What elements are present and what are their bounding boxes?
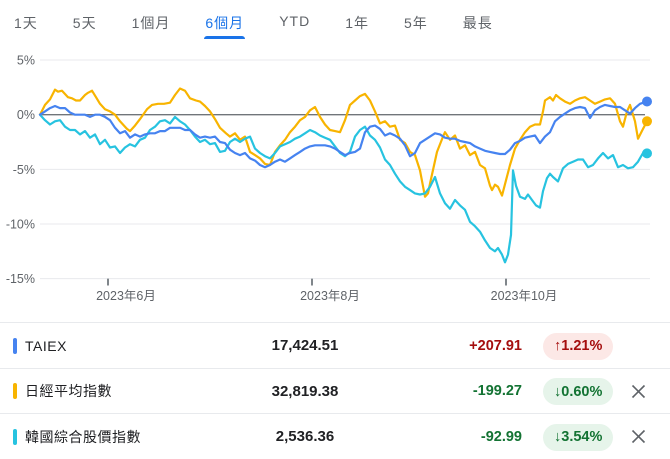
- series-color-bar: [13, 337, 17, 354]
- series-end-dot-taiex: [642, 96, 652, 107]
- quote-row-kospi[interactable]: 韓國綜合股價指數 2,536.36 -92.99 ↓3.54%: [0, 413, 670, 459]
- y-axis-label: 5%: [17, 54, 35, 68]
- quote-change-percent-badge: ↓0.60%: [543, 378, 614, 405]
- y-axis-label: 0%: [17, 108, 35, 122]
- quote-change: -199.27: [472, 383, 522, 399]
- quote-row-nikkei[interactable]: 日經平均指數 32,819.38 -199.27 ↓0.60%: [0, 368, 670, 413]
- quote-price: 17,424.51: [271, 337, 339, 354]
- series-color-bar: [13, 428, 17, 445]
- tab-1y[interactable]: 1年: [345, 15, 369, 31]
- close-icon: [631, 384, 645, 398]
- y-axis-label: -10%: [6, 218, 35, 232]
- quote-name: 日經平均指數: [25, 383, 112, 399]
- quote-row-taiex[interactable]: TAIEX 17,424.51 +207.91 ↑1.21%: [0, 322, 670, 368]
- quote-name: 韓國綜合股價指數: [25, 428, 141, 445]
- quote-price: 32,819.38: [271, 382, 339, 400]
- close-icon: [631, 429, 645, 444]
- series-line-kospi: [38, 113, 649, 264]
- y-axis-label: -5%: [13, 163, 35, 177]
- series-end-dot-kospi: [642, 148, 652, 159]
- remove-comparison-button[interactable]: [626, 379, 650, 403]
- y-axis-label: -15%: [6, 272, 35, 286]
- quote-name: TAIEX: [25, 337, 67, 354]
- series-line-taiex: [38, 100, 649, 169]
- quote-change: -92.99: [480, 428, 522, 445]
- series-end-dot-nikkei: [642, 116, 652, 127]
- tab-1m[interactable]: 1個月: [131, 15, 171, 31]
- tab-max[interactable]: 最長: [462, 15, 493, 31]
- x-axis-label: 2023年10月: [491, 289, 558, 303]
- quote-rows: TAIEX 17,424.51 +207.91 ↑1.21% 日經平均指數 32…: [0, 322, 670, 459]
- series-line-nikkei: [38, 87, 649, 198]
- tab-5d[interactable]: 5天: [72, 15, 97, 31]
- comparison-line-chart: 5% 0% -5% -10% -15% 2023年6月 2023年8月 2023年10月: [6, 54, 652, 303]
- tab-6m[interactable]: 6個月: [204, 0, 245, 42]
- x-axis-label: 2023年6月: [96, 289, 156, 303]
- quote-change-percent-badge: ↓3.54%: [543, 423, 614, 451]
- remove-comparison-button[interactable]: [626, 425, 650, 449]
- quote-change-percent-badge: ↑1.21%: [543, 332, 614, 360]
- x-axis-label: 2023年8月: [300, 289, 360, 303]
- tab-ytd[interactable]: YTD: [279, 13, 311, 29]
- tab-1d[interactable]: 1天: [14, 15, 38, 31]
- quote-price: 2,536.36: [275, 428, 335, 445]
- range-tab-bar: 1天 5天 1個月 6個月 YTD 1年 5年 最長: [0, 0, 494, 40]
- series-color-bar: [13, 383, 17, 399]
- tab-5y[interactable]: 5年: [403, 15, 428, 31]
- quote-change: +207.91: [469, 337, 522, 354]
